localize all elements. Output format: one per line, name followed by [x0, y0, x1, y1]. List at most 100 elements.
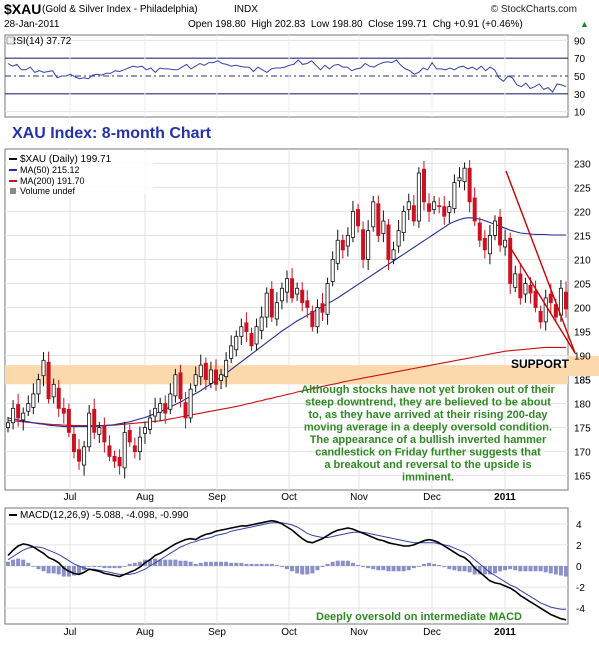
candle-body	[467, 167, 472, 203]
price-axis-tick: 195	[574, 328, 591, 339]
macd-axis-tick: -2	[576, 583, 585, 594]
macd-histogram-bar	[290, 566, 295, 572]
macd-histogram-bar	[498, 566, 503, 572]
ticker-name: (Gold & Silver Index - Philadelphia)	[42, 4, 198, 15]
macd-histogram-bar	[198, 562, 203, 566]
macd-histogram-bar	[208, 561, 213, 566]
candlestick-group	[6, 160, 569, 479]
candle-body	[71, 433, 76, 452]
candle-body	[416, 172, 421, 222]
candle-body	[117, 456, 122, 467]
annotation-text: Although stocks have not yet broken out …	[301, 384, 555, 484]
macd-histogram-bar	[543, 566, 548, 573]
macd-histogram-bar	[421, 563, 426, 566]
candle-body	[406, 201, 411, 210]
candle-body	[259, 316, 264, 331]
legend-volume: Volume undef	[20, 186, 76, 196]
macd-histogram-bar	[376, 566, 381, 571]
macd-histogram-bar	[97, 566, 102, 568]
candle-body	[350, 211, 355, 238]
macd-histogram-bar	[442, 566, 447, 568]
macd-histogram-bar	[16, 558, 21, 566]
candle-body	[564, 291, 569, 310]
macd-histogram-bar	[472, 566, 477, 575]
candle-body	[198, 364, 203, 378]
macd-histogram-bar	[350, 562, 355, 566]
macd-histogram-bar	[168, 559, 173, 566]
macd-axis-tick: -4	[576, 604, 585, 615]
macd-histogram-bar	[371, 566, 376, 570]
candle-body	[269, 288, 274, 318]
macd-histogram-bar	[77, 566, 82, 575]
macd-histogram-bar	[335, 560, 340, 566]
candle-body	[477, 222, 482, 241]
rsi-axis-tick: 30	[574, 90, 586, 101]
macd-histogram-bar	[396, 566, 401, 572]
macd-histogram-bar	[219, 561, 224, 566]
macd-histogram-bar	[224, 561, 229, 566]
price-axis-tick: 230	[574, 159, 591, 170]
macd-histogram-bar	[305, 566, 310, 575]
candle-body	[528, 284, 533, 294]
rsi-legend: RSI(14) 37.72	[9, 36, 72, 47]
macd-histogram-bar	[487, 566, 492, 575]
candle-body	[279, 287, 284, 302]
month-label: Aug	[136, 627, 154, 638]
candle-body	[229, 345, 234, 359]
macd-histogram-bar	[538, 566, 543, 572]
macd-histogram-bar	[447, 566, 452, 570]
candle-body	[148, 417, 153, 430]
candle-body	[487, 235, 492, 255]
chart-title: XAU Index: 8-month Chart	[12, 125, 212, 142]
macd-histogram-bar	[122, 566, 127, 567]
candle-body	[264, 292, 269, 318]
candle-body	[66, 408, 71, 433]
macd-histogram-bar	[457, 566, 462, 572]
macd-histogram-bar	[462, 566, 467, 572]
legend-price: $XAU (Daily) 199.71	[20, 154, 112, 165]
candle-body	[249, 333, 254, 347]
macd-histogram-bar	[427, 562, 432, 566]
macd-histogram-bar	[330, 561, 335, 566]
price-panel: 230 225 220 215 210 205 200 195 190 185 180 175 170 1…	[4, 125, 599, 491]
candle-body	[295, 287, 300, 295]
macd-histogram-bar	[548, 566, 553, 574]
macd-histogram-bar	[325, 563, 330, 566]
macd-histogram-bar	[26, 562, 31, 566]
candle-body	[87, 412, 92, 448]
price-axis-tick: 165	[574, 472, 591, 483]
candle-body	[26, 403, 31, 412]
ticker-label: $XAU	[4, 1, 42, 17]
macd-histogram-bar	[249, 563, 254, 566]
month-axis-main: Jul Aug Sep Oct Nov Dec 2011	[64, 492, 517, 503]
macd-histogram-bar	[31, 566, 36, 567]
macd-histogram-bar	[61, 566, 66, 577]
candle-body	[386, 224, 391, 260]
price-axis-tick: 200	[574, 303, 591, 314]
macd-histogram-bar	[523, 566, 528, 572]
macd-histogram-bar	[345, 560, 350, 566]
candle-body	[427, 203, 432, 212]
candle-body	[396, 230, 401, 247]
candle-body	[61, 407, 66, 414]
month-label: Nov	[350, 492, 368, 503]
candle-body	[193, 374, 198, 386]
candle-body	[366, 230, 371, 260]
candle-body	[183, 402, 188, 419]
candle-body	[442, 206, 447, 217]
candle-body	[437, 205, 442, 208]
candle-body	[188, 388, 193, 419]
rsi-series-line	[7, 59, 567, 93]
legend-ma200: MA(200) 191.70	[20, 176, 85, 186]
macd-histogram-bar	[163, 559, 168, 566]
price-axis-tick: 225	[574, 183, 591, 194]
macd-histogram-bar	[386, 566, 391, 572]
candle-body	[305, 300, 310, 308]
candle-body	[553, 304, 558, 318]
macd-histogram-bar	[36, 566, 41, 570]
candle-body	[330, 259, 335, 282]
candle-body	[102, 425, 107, 443]
rsi-axis-tick: 90	[574, 36, 586, 47]
candle-body	[112, 455, 117, 462]
macd-histogram-bar	[137, 561, 142, 566]
